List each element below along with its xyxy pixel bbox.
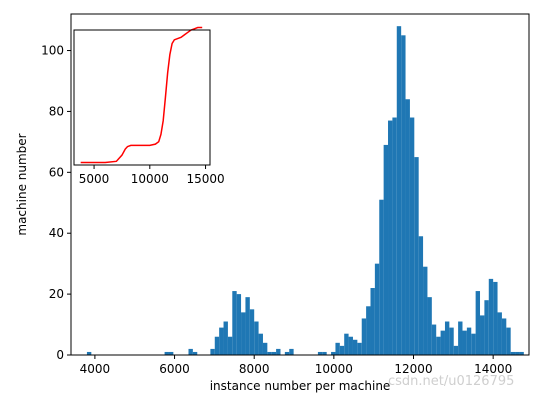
y-tick-label: 80 [49,104,64,118]
histogram-bar [497,312,502,355]
histogram-bar [396,26,402,356]
histogram-bar [444,321,450,355]
inset-series-line [80,26,203,164]
histogram-bar [379,199,384,355]
histogram-bar [453,345,459,355]
histogram-bar [440,330,445,355]
histogram-bar [322,351,327,355]
histogram-bar [484,300,489,355]
histogram-bar [335,342,340,355]
histogram-bar [276,348,281,355]
histogram-bar [506,327,511,355]
histogram-bar [168,351,174,355]
histogram-bar [466,327,472,355]
histogram-bar [366,306,371,355]
histogram-bar [475,291,481,355]
histogram-bar [164,351,169,355]
histogram-bars [86,26,524,356]
histogram-bar [471,333,476,355]
histogram-bar [289,348,294,355]
histogram-bar [423,266,428,355]
inset-x-tick-label: 10000 [131,172,169,186]
histogram-bar [392,117,397,356]
x-tick-label: 6000 [159,362,190,376]
inset-axes: 5000 10000 15000 [73,29,225,186]
x-tick-label: 12000 [394,362,432,376]
histogram-bar [462,330,467,355]
histogram-bar [245,297,250,355]
histogram-bar [232,291,237,355]
histogram-bar [374,263,380,355]
inset-background [74,30,210,165]
histogram-bar [370,288,375,355]
inset-x-tick-label: 5000 [79,172,110,186]
histogram-bar [344,333,349,355]
histogram-bar [361,318,367,355]
histogram-bar [510,351,516,355]
histogram-bar [331,351,336,355]
y-tick-label: 40 [49,226,64,240]
main-axes: 4000 6000 8000 10000 12000 14000 0 20 40 60 80 100 [41,13,530,376]
plot-frame [70,13,530,356]
histogram-bar [227,336,233,355]
histogram-bar [86,351,92,355]
inset-x-tick-label: 15000 [186,172,224,186]
histogram-bar [339,345,345,355]
y-tick-label: 20 [49,287,64,301]
histogram-bar [405,99,410,355]
histogram-bar [192,351,198,355]
histogram-bar [214,336,220,355]
histogram-bar [493,281,498,355]
histogram-bar [480,315,485,355]
histogram-bar [436,336,441,355]
histogram-bar [348,336,353,355]
histogram-bar [401,35,406,355]
histogram-bar [383,144,389,355]
histogram-bar [427,297,432,355]
histogram-bar [210,348,215,355]
y-tick-label: 60 [49,165,64,179]
histogram-bar [188,348,193,355]
histogram-bar [317,351,323,355]
histogram-bar [352,339,358,355]
histogram-bar [241,312,246,355]
histogram-bar [488,278,494,355]
histogram-bar [418,236,424,355]
histogram-bar [449,327,454,355]
x-tick-label: 10000 [315,362,353,376]
histogram-bar [267,351,272,355]
histogram-bar [236,294,242,355]
inset-frame [73,29,211,166]
histogram-bar [223,321,228,355]
x-tick-label: 14000 [474,362,512,376]
watermark-text: csdn.net/u0126795 [388,374,515,389]
histogram-bar [414,157,419,355]
histogram-bar [249,309,255,355]
histogram-bar [388,120,393,355]
histogram-bar [431,324,437,355]
histogram-bar [409,117,415,356]
histogram-bar [219,327,224,355]
x-axis-label: instance number per machine [210,379,391,393]
histogram-bar [262,342,268,355]
histogram-bar [519,351,524,355]
inset-line-chart: 5000 10000 15000 [73,26,225,186]
y-axis-label: machine number [15,133,29,235]
histogram-bar [258,333,263,355]
histogram-bar [271,351,277,355]
y-tick-label: 100 [41,44,64,58]
histogram-bar [515,351,520,355]
histogram-bar [254,321,259,355]
x-tick-label: 4000 [80,362,111,376]
x-tick-label: 8000 [239,362,270,376]
histogram-bar [458,321,463,355]
histogram-bar [284,351,290,355]
histogram-bar [501,318,507,355]
histogram-bar [357,342,362,355]
y-tick-label: 0 [56,348,64,362]
